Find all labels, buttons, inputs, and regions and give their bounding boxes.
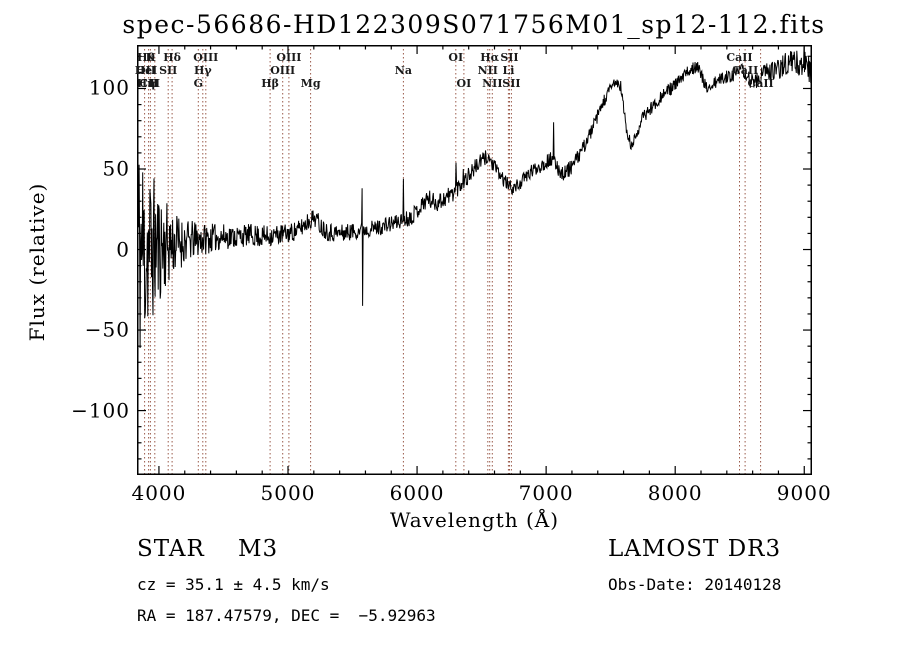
classification-label: STAR M3: [137, 536, 279, 562]
x-axis-tick-labels: 4000 5000 6000 7000 8000 9000: [131, 481, 830, 507]
x-tick-label: 9000: [776, 481, 832, 505]
y-axis-tick-labels: −100 −50 0 50 100: [52, 45, 130, 475]
y-tick-label: 50: [102, 156, 130, 181]
obs-date: Obs-Date: 20140128: [608, 575, 782, 594]
y-tick-label: −50: [84, 317, 130, 342]
survey-label: LAMOST DR3: [608, 536, 782, 562]
x-tick-label: 6000: [389, 481, 445, 505]
y-axis-label: Flux (relative): [25, 182, 49, 342]
plot-frame: [137, 45, 812, 475]
cz-value: cz = 35.1 ± 4.5 km/s: [137, 575, 330, 594]
plot-title: spec-56686-HD122309S071756M01_sp12-112.f…: [122, 10, 826, 39]
x-tick-label: 5000: [260, 481, 316, 505]
spectral-line-markers: [137, 45, 762, 475]
spectrum-plot: [137, 45, 812, 475]
x-tick-label: 7000: [518, 481, 574, 505]
y-tick-label: 100: [88, 75, 130, 100]
x-tick-label: 4000: [131, 481, 187, 505]
x-tick-label: 8000: [647, 481, 703, 505]
y-tick-label: −100: [71, 398, 130, 423]
axis-ticks: [137, 45, 812, 475]
ra-dec: RA = 187.47579, DEC = −5.92963: [137, 606, 436, 625]
y-tick-label: 0: [116, 237, 130, 262]
spectrum-trace: [137, 46, 812, 349]
x-axis-label: Wavelength (Å): [389, 508, 560, 532]
